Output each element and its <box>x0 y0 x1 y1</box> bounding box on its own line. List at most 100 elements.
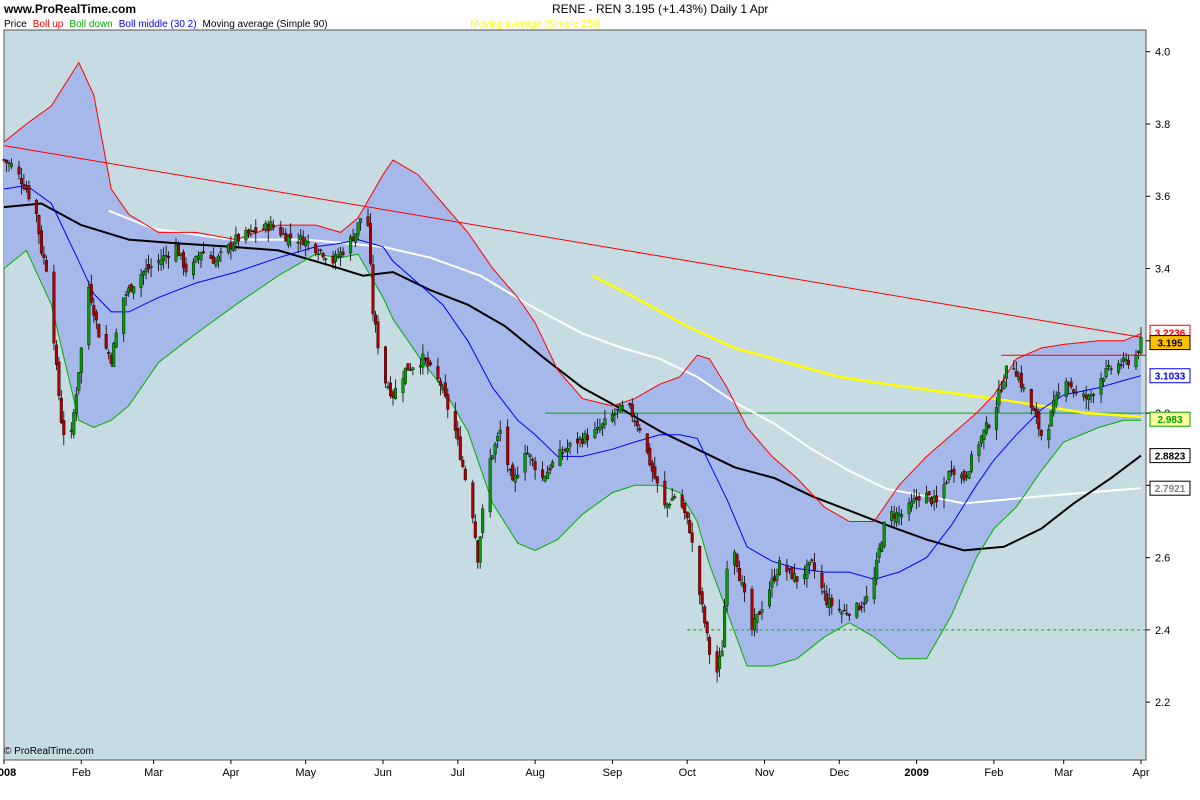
candle-body <box>394 388 398 400</box>
candle-body <box>708 637 712 655</box>
candle-body <box>872 577 876 600</box>
candle-body <box>87 286 91 345</box>
candle-body <box>768 589 772 607</box>
candle-body <box>406 363 410 371</box>
candle-body <box>942 484 946 499</box>
candle-body <box>20 177 24 184</box>
candle-body <box>703 606 707 624</box>
candle-body <box>54 344 58 365</box>
value-label: 3.2236 <box>1155 328 1186 339</box>
candle-body <box>296 241 300 244</box>
candle-body <box>2 159 6 161</box>
candle-body <box>1109 368 1113 370</box>
legend-item: Moving average (Simple 90) <box>202 19 328 30</box>
candle-body <box>7 162 11 164</box>
candle-body <box>773 576 777 582</box>
candle-body <box>234 234 238 244</box>
legend: Price Boll up Boll down Boll middle (30 2) M… <box>4 19 607 31</box>
candle-body <box>700 591 704 605</box>
candle-body <box>386 386 390 388</box>
candle-body <box>1104 368 1108 378</box>
candle-body <box>1032 407 1036 411</box>
candle-body <box>807 561 811 566</box>
candle-body <box>633 420 637 423</box>
x-tick-label: Dec <box>830 767 850 779</box>
candle-body <box>750 588 754 630</box>
candle-body <box>458 436 462 460</box>
candle-body <box>802 574 806 579</box>
candle-body <box>109 355 113 364</box>
candle-body <box>316 253 320 255</box>
candle-body <box>1052 400 1056 413</box>
y-tick-label: 4.0 <box>1155 47 1170 59</box>
candle-body <box>840 611 844 615</box>
candle-body <box>548 467 552 471</box>
candle-body <box>201 251 205 254</box>
candle-body <box>917 496 921 501</box>
candle-body <box>349 236 353 254</box>
candle-body <box>935 495 939 503</box>
candle-body <box>231 244 235 251</box>
candle-body <box>324 258 328 260</box>
ma90-line <box>3 202 1142 552</box>
candle-body <box>1089 394 1093 397</box>
candle-body <box>176 244 180 257</box>
candle-body <box>516 475 520 478</box>
candle-body <box>366 216 370 227</box>
ma250-line <box>591 274 1142 418</box>
candle-body <box>266 224 270 232</box>
candle-body <box>418 365 422 368</box>
candle-body <box>196 255 200 259</box>
candle-body <box>994 407 998 430</box>
candle-body <box>984 422 988 434</box>
candle-body <box>758 611 762 615</box>
candle-body <box>1139 337 1143 354</box>
candle-body <box>790 567 794 580</box>
candle-body <box>24 188 28 191</box>
x-tick-label: Mar <box>1054 767 1073 779</box>
value-label: 3.1033 <box>1155 372 1186 383</box>
candle-body <box>22 184 26 189</box>
candle-body <box>812 562 816 571</box>
candle-body <box>638 428 642 431</box>
y-tick-label: 2.6 <box>1155 553 1170 565</box>
candle-body <box>1092 394 1096 396</box>
candle-body <box>965 475 969 478</box>
candle-body <box>69 429 73 432</box>
candle-body <box>930 497 934 505</box>
candle-body <box>698 546 702 595</box>
candle-body <box>1022 387 1026 390</box>
candle-body <box>743 583 747 593</box>
candle-body <box>960 474 964 479</box>
candle-body <box>855 602 859 618</box>
candle-body <box>1017 376 1021 380</box>
candle-body <box>615 408 619 411</box>
candle-body <box>481 508 485 533</box>
candle-body <box>837 608 841 611</box>
candle-body <box>184 263 188 273</box>
candle-body <box>304 239 308 247</box>
candle-body <box>159 259 163 265</box>
candle-body <box>421 353 425 368</box>
candle-body <box>269 221 273 231</box>
candle-body <box>860 606 864 608</box>
candle-body <box>488 458 492 513</box>
candle-body <box>97 324 101 338</box>
candle-body <box>1072 389 1076 393</box>
y-tick-label: 3.8 <box>1155 119 1170 131</box>
candle-body <box>306 241 310 244</box>
candle-body <box>620 405 624 410</box>
candle-body <box>471 482 475 519</box>
candle-body <box>199 252 203 261</box>
candle-body <box>528 454 532 457</box>
candle-body <box>680 494 684 508</box>
candle-body <box>603 418 607 425</box>
candle-body <box>533 461 537 471</box>
candle-body <box>610 414 614 422</box>
candle-body <box>1074 392 1078 394</box>
candle-body <box>162 255 166 262</box>
candle-body <box>339 251 343 258</box>
y-tick-label: 2.4 <box>1155 625 1170 637</box>
candle-body <box>1122 357 1126 362</box>
candle-body <box>650 462 654 472</box>
